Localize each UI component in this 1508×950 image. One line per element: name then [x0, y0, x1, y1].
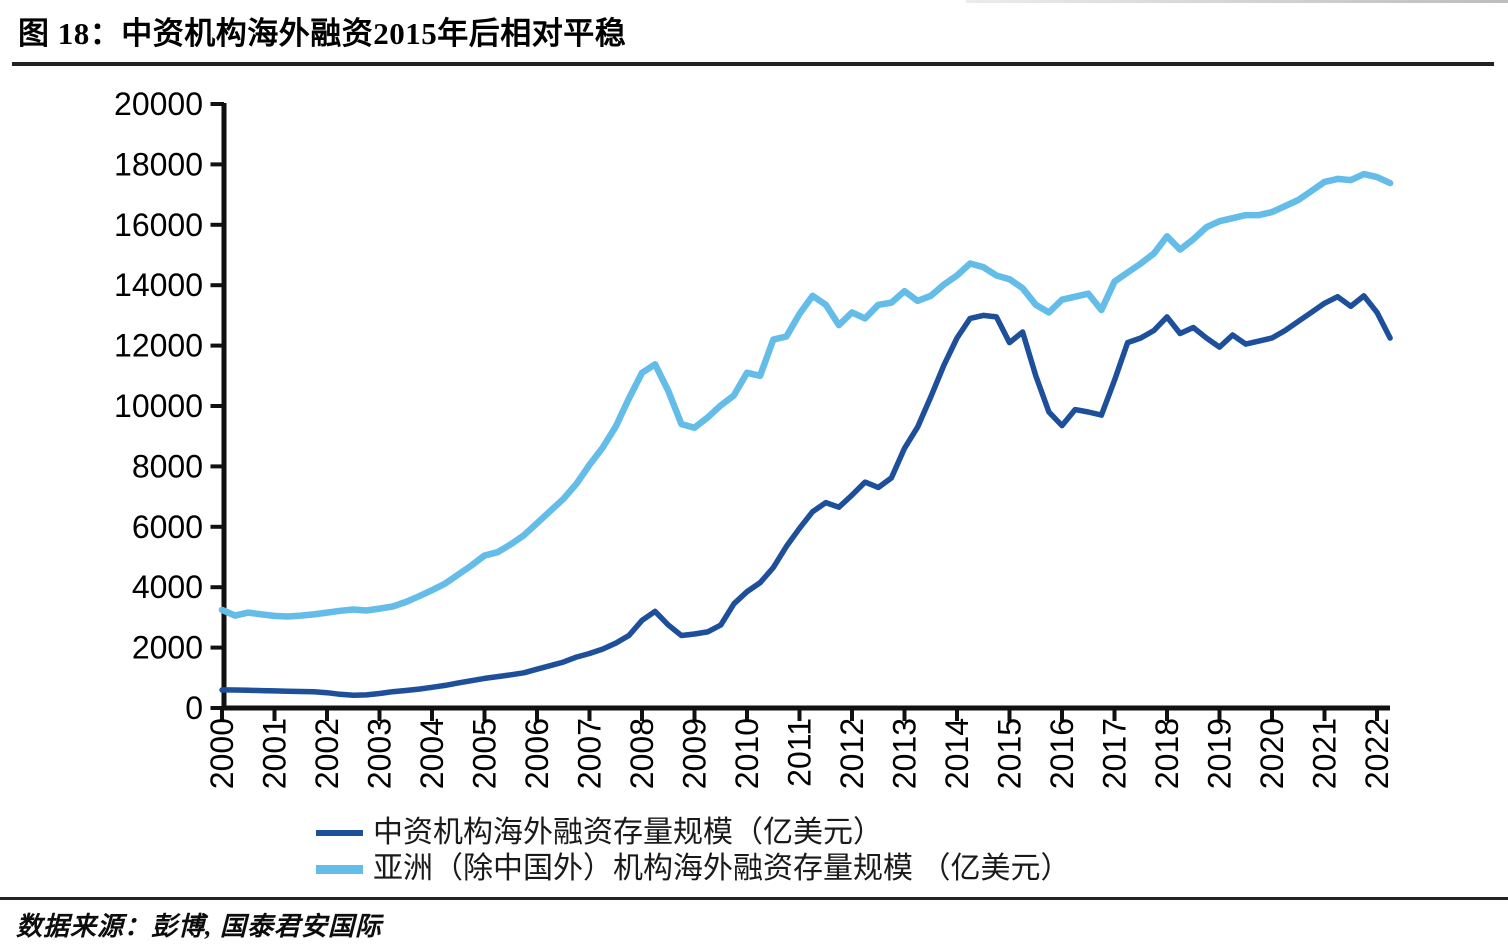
legend-item-asia-ex-china: 亚洲（除中国外）机构海外融资存量规模 （亿美元） — [316, 851, 1071, 887]
data-source-note: 数据来源：彭博, 国泰君安国际 — [16, 912, 383, 941]
x-axis-tick-label: 2007 — [572, 718, 608, 789]
chart-legend: 中资机构海外融资存量规模（亿美元） 亚洲（除中国外）机构海外融资存量规模 （亿美… — [316, 815, 1071, 887]
y-axis-tick-label: 2000 — [132, 630, 203, 666]
x-axis-tick-label: 2003 — [362, 718, 398, 789]
y-axis-tick-label: 20000 — [114, 86, 203, 122]
x-axis-tick-label: 2013 — [887, 718, 923, 789]
x-axis-tick-label: 2005 — [467, 718, 503, 789]
x-axis-tick-label: 2015 — [992, 718, 1028, 789]
legend-item-china: 中资机构海外融资存量规模（亿美元） — [316, 815, 1071, 851]
top-partial-border — [966, 0, 1508, 3]
x-axis-tick-label: 2000 — [204, 718, 240, 789]
x-axis-tick-label: 2018 — [1149, 718, 1185, 789]
x-axis-tick-label: 2002 — [309, 718, 345, 789]
y-axis-tick-label: 16000 — [114, 207, 203, 243]
series-line-china — [219, 293, 1393, 699]
legend-line-swatch-asia-ex-china — [316, 864, 363, 874]
y-axis-tick-label: 4000 — [132, 569, 203, 605]
title-divider — [12, 62, 1494, 66]
y-axis-tick-label: 8000 — [132, 448, 203, 484]
y-axis-tick-label: 6000 — [132, 509, 203, 545]
legend-line-swatch-china — [316, 830, 363, 836]
x-axis-tick-label: 2014 — [939, 718, 975, 789]
x-axis-tick-label: 2008 — [624, 718, 660, 789]
y-axis-tick-label: 0 — [185, 690, 203, 726]
x-axis-tick-label: 2019 — [1202, 718, 1238, 789]
x-axis-tick-label: 2006 — [519, 718, 555, 789]
legend-label-china: 中资机构海外融资存量规模（亿美元） — [373, 816, 883, 849]
figure-title: 图 18：中资机构海外融资2015年后相对平稳 — [18, 16, 627, 51]
x-axis-tick-label: 2004 — [414, 718, 450, 789]
x-axis-tick-label: 2017 — [1097, 718, 1133, 789]
x-axis-tick-label: 2020 — [1254, 718, 1290, 789]
legend-label-asia-ex-china: 亚洲（除中国外）机构海外融资存量规模 （亿美元） — [373, 852, 1071, 885]
y-axis-tick-label: 14000 — [114, 267, 203, 303]
x-axis-tick-label: 2011 — [782, 718, 818, 787]
x-axis-tick-label: 2016 — [1044, 718, 1080, 789]
x-axis-tick-label: 2001 — [257, 718, 293, 789]
footer-divider — [0, 897, 1508, 900]
x-axis-tick-label: 2022 — [1359, 718, 1395, 789]
x-axis-tick-label: 2009 — [677, 718, 713, 789]
y-axis-tick-label: 18000 — [114, 146, 203, 182]
x-axis-tick-label: 2010 — [729, 718, 765, 789]
y-axis-tick-label: 12000 — [114, 328, 203, 364]
series-line-asia-ex-china — [218, 170, 1394, 620]
y-axis-tick-label: 10000 — [114, 388, 203, 424]
x-axis-tick-label: 2012 — [834, 718, 870, 789]
x-axis-tick-label: 2021 — [1307, 718, 1343, 789]
